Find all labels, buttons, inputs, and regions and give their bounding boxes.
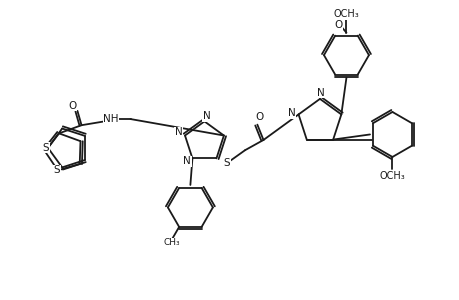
Text: CH₃: CH₃ [163, 238, 179, 247]
Text: N: N [287, 108, 295, 118]
Text: O: O [333, 20, 341, 31]
Text: N: N [316, 88, 324, 98]
Text: N: N [183, 156, 191, 167]
Text: S: S [43, 143, 49, 153]
Text: O: O [68, 101, 76, 111]
Text: N: N [202, 111, 210, 121]
Text: OCH₃: OCH₃ [333, 9, 358, 19]
Text: N: N [174, 128, 182, 137]
Text: S: S [223, 158, 230, 169]
Text: NH: NH [103, 114, 119, 124]
Text: OCH₃: OCH₃ [379, 171, 404, 182]
Text: S: S [53, 165, 60, 175]
Text: O: O [255, 112, 263, 122]
